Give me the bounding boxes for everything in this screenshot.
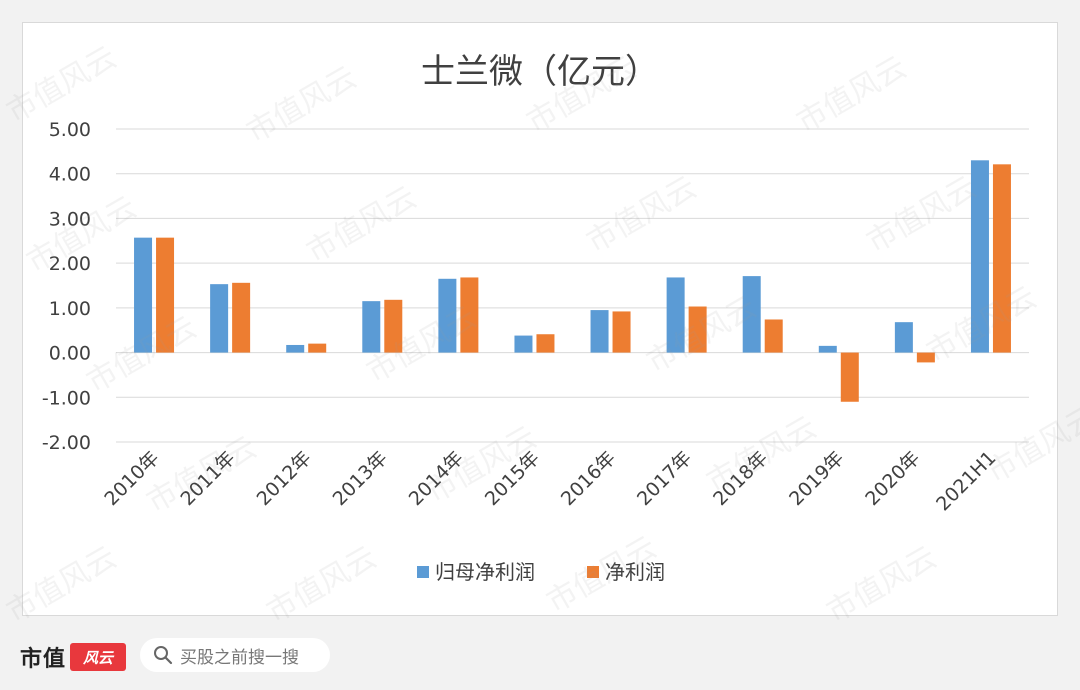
x-tick-label: 2020年 xyxy=(861,447,924,510)
bar-net-profit xyxy=(156,237,175,353)
bar-parent-net-profit xyxy=(742,276,761,353)
bar-parent-net-profit xyxy=(210,284,229,353)
y-tick-label: 1.00 xyxy=(49,298,91,320)
bar-net-profit xyxy=(384,299,403,353)
bar-chart: 士兰微（亿元） 5.00 4.00 3.00 2.00 1.00 0.00 -1.00 -2.0… xyxy=(42,52,1029,584)
brand-logo: 风云 xyxy=(70,643,127,671)
x-tick-label: 2012年 xyxy=(253,447,316,510)
chart-title: 士兰微（亿元） xyxy=(421,52,659,92)
bar-net-profit xyxy=(840,352,859,402)
bar-parent-net-profit xyxy=(666,277,685,353)
x-tick-label: 2013年 xyxy=(329,447,392,510)
search-box[interactable]: 买股之前搜一搜 xyxy=(140,638,330,672)
bar-net-profit xyxy=(688,306,707,353)
bar-net-profit xyxy=(232,282,251,353)
y-tick-label: 4.00 xyxy=(49,164,91,186)
x-tick-label: 2016年 xyxy=(557,447,620,510)
bar-net-profit xyxy=(536,334,555,353)
bar-parent-net-profit xyxy=(286,344,305,353)
y-tick-label: 2.00 xyxy=(49,253,91,275)
x-tick-label: 2014年 xyxy=(405,447,468,510)
bar-net-profit xyxy=(308,343,327,353)
search-icon xyxy=(152,644,174,666)
x-tick-label: 2018年 xyxy=(709,447,772,510)
y-tick-label: -1.00 xyxy=(42,387,91,409)
bar-parent-net-profit xyxy=(362,301,381,353)
y-tick-label: 0.00 xyxy=(49,343,91,365)
bar-parent-net-profit xyxy=(514,335,533,353)
chart-frame: 士兰微（亿元） 5.00 4.00 3.00 2.00 1.00 0.00 -1.00 -2.0… xyxy=(22,22,1058,616)
legend-swatch xyxy=(587,566,599,578)
bar-net-profit xyxy=(916,352,935,363)
bar-parent-net-profit xyxy=(590,310,609,353)
bar-parent-net-profit xyxy=(894,322,913,353)
brand-name: 市值 xyxy=(20,646,67,672)
x-tick-label: 2010年 xyxy=(100,447,163,510)
bar-net-profit xyxy=(460,277,479,353)
footer: 市值 风云 买股之前搜一搜 xyxy=(0,626,1080,690)
bar-parent-net-profit xyxy=(134,237,153,353)
search-placeholder: 买股之前搜一搜 xyxy=(180,647,299,668)
x-tick-label: 2021H1 xyxy=(932,447,1000,515)
bar-parent-net-profit xyxy=(438,278,457,353)
x-tick-label: 2019年 xyxy=(785,447,848,510)
legend-swatch xyxy=(417,566,429,578)
y-tick-label: 3.00 xyxy=(49,208,91,230)
y-tick-label: -2.00 xyxy=(42,432,91,454)
x-tick-label: 2015年 xyxy=(481,447,544,510)
x-tick-label: 2011年 xyxy=(176,447,239,510)
bar-net-profit xyxy=(764,319,783,353)
bar-parent-net-profit xyxy=(818,345,837,353)
y-tick-label: 5.00 xyxy=(49,119,91,141)
bar-parent-net-profit xyxy=(970,160,989,353)
legend-label: 净利润 xyxy=(605,560,665,584)
brand[interactable]: 市值 风云 xyxy=(20,640,127,674)
x-tick-label: 2017年 xyxy=(633,447,696,510)
legend-label: 归母净利润 xyxy=(435,560,535,584)
bar-net-profit xyxy=(612,311,631,353)
bar-net-profit xyxy=(992,164,1011,353)
